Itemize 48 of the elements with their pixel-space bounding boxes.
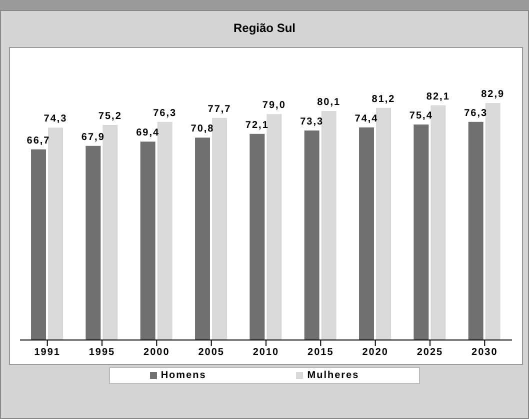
bar — [140, 142, 156, 340]
bar — [321, 111, 336, 340]
data-label: 73,3 — [300, 116, 324, 128]
bar — [359, 127, 374, 340]
data-label: 74,4 — [354, 113, 378, 124]
data-label: 66,7 — [26, 135, 50, 146]
x-tick-label: 2030 — [472, 347, 498, 358]
bar — [376, 108, 391, 340]
legend-label: Homens — [160, 370, 206, 381]
x-tick-label: 2025 — [416, 347, 444, 358]
x-tick-label: 1995 — [88, 347, 116, 358]
bar — [485, 103, 500, 340]
bar — [86, 146, 101, 340]
data-label: 70,8 — [190, 124, 214, 135]
x-tick-label: 2015 — [308, 347, 334, 358]
data-label: 69,4 — [136, 128, 160, 139]
bar — [195, 138, 210, 340]
bar — [48, 128, 63, 340]
data-label: 81,2 — [372, 94, 396, 105]
data-label: 79,0 — [262, 100, 286, 112]
data-label: 76,3 — [464, 108, 488, 119]
data-label: 74,3 — [44, 114, 68, 125]
bar — [304, 130, 320, 340]
data-label: 82,1 — [426, 91, 450, 102]
data-label: 77,7 — [208, 104, 232, 115]
data-label: 82,9 — [481, 89, 505, 100]
bar — [102, 125, 118, 340]
x-tick-label: 2000 — [144, 347, 170, 358]
data-label: 75,2 — [98, 111, 122, 122]
legend-label: Mulheres — [307, 370, 360, 381]
x-tick-label: 2005 — [198, 347, 224, 358]
bar — [468, 122, 484, 340]
x-tick-label: 2020 — [362, 347, 388, 358]
data-label: 76,3 — [153, 108, 177, 119]
bar — [212, 118, 227, 340]
chart-title: Região Sul — [232, 21, 296, 37]
bar — [31, 149, 46, 340]
bar — [430, 105, 446, 340]
bar — [157, 122, 172, 340]
x-tick-label: 2010 — [252, 347, 280, 358]
bar — [250, 134, 265, 340]
data-label: 72,1 — [245, 120, 269, 131]
data-label: 75,4 — [409, 110, 433, 122]
data-label: 80,1 — [317, 97, 341, 108]
bar — [266, 114, 282, 340]
data-label: 67,9 — [81, 132, 105, 143]
x-tick-label: 1991 — [34, 347, 60, 358]
bar — [414, 124, 429, 340]
